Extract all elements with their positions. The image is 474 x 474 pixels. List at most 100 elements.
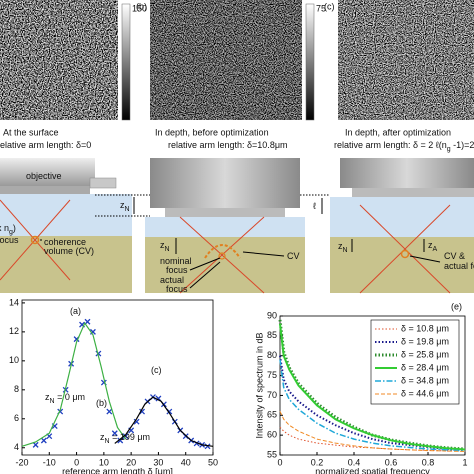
- annotation: (a): [70, 306, 81, 316]
- schematic-label-sub: A: [433, 246, 438, 253]
- schematic-label-main: focus: [0, 235, 19, 245]
- annotation: zN = 0 μm: [45, 392, 85, 404]
- coherence-volume: [400, 249, 410, 259]
- legend-label: δ = 44.6 μm: [401, 388, 449, 398]
- subcaption-post: -1)=28.4: [451, 140, 474, 150]
- schematic-label-sub: g: [9, 229, 13, 236]
- schematic-label-main: nominal: [160, 256, 192, 266]
- data-point: [117, 437, 124, 444]
- schematic-label: CV &: [444, 251, 465, 261]
- schematic-label: ℓ: [313, 201, 317, 211]
- annotation-sub: N: [50, 398, 55, 405]
- x-tick-label: 0: [277, 457, 282, 467]
- sample: [0, 236, 132, 293]
- objective-tip: [165, 208, 285, 217]
- speckle-image: [150, 0, 302, 120]
- schematic-label-post: ): [13, 223, 16, 233]
- schematic-label: zN: [160, 240, 170, 252]
- x-tick-label: 0.4: [348, 457, 361, 467]
- objective-tip: [352, 188, 474, 197]
- arrow: [409, 255, 441, 263]
- schematic-label-main: objective: [26, 171, 62, 181]
- speckle-image: [0, 0, 118, 120]
- legend-label: δ = 34.8 μm: [401, 375, 449, 385]
- y-tick-label: 55: [267, 449, 277, 459]
- schematic-label: zN: [338, 241, 348, 253]
- beam: [0, 199, 71, 281]
- objective: [0, 158, 95, 186]
- objective-tip: [0, 186, 90, 194]
- arrow: [189, 257, 221, 271]
- x-tick-label: 10: [99, 457, 109, 467]
- y-tick-label: 10: [9, 355, 19, 365]
- annotation-main: (a): [70, 306, 81, 316]
- schematic: [0, 158, 474, 294]
- subcaption: relative arm length: δ = 2 ℓ(ng -1)=28.4: [334, 140, 474, 152]
- subcaption: relative arm length: δ=0: [0, 140, 91, 150]
- colorbar-label: 150: [132, 3, 147, 13]
- annotation: zN = 199 μm: [100, 432, 150, 444]
- schematic-label-sub: N: [165, 246, 170, 253]
- y-tick-label: 75: [267, 370, 277, 380]
- series-line: [21, 321, 127, 447]
- legend-label: δ = 19.8 μm: [401, 336, 449, 346]
- schematic-label-main: volume (CV): [44, 246, 94, 256]
- schematic-label-main: coherence: [44, 237, 86, 247]
- annotation: (b): [96, 398, 107, 408]
- annotation-post: = 0 μm: [55, 392, 85, 402]
- annotation-post: = 199 μm: [110, 432, 150, 442]
- y-tick-label: 4: [14, 442, 19, 452]
- medium: [330, 197, 474, 237]
- schematic-label: focus: [166, 284, 188, 294]
- y-tick-label: 12: [9, 326, 19, 336]
- arrow: [189, 261, 221, 289]
- schematic-label: x ng): [0, 223, 16, 235]
- schematic-label-main: z: [428, 240, 433, 250]
- x-axis-label: normalized spatial frequency: [315, 466, 430, 474]
- objective: [340, 158, 474, 188]
- caption: At the surface: [3, 127, 59, 137]
- legend-label: δ = 25.8 μm: [401, 349, 449, 359]
- data-point: [204, 443, 211, 450]
- annotation-main: z: [45, 392, 50, 402]
- schematic-label-main: CV: [287, 251, 300, 261]
- legend-label: δ = 28.4 μm: [401, 362, 449, 372]
- schematic-label: actual: [160, 275, 184, 285]
- series-line: [114, 396, 214, 447]
- panel-label: (b): [136, 1, 147, 11]
- speckle-image: [338, 0, 474, 120]
- y-tick-label: 85: [267, 330, 277, 340]
- schematic-label-main: actual: [160, 275, 184, 285]
- arrow: [242, 251, 285, 257]
- beam: [179, 216, 265, 294]
- colorbar: [305, 3, 315, 121]
- annotation-main: (b): [96, 398, 107, 408]
- schematic-label: focus: [166, 265, 188, 275]
- medium: [145, 217, 305, 237]
- schematic-label: nominal: [160, 256, 192, 266]
- x-tick-label: 0.8: [422, 457, 435, 467]
- x-tick-label: 40: [181, 457, 191, 467]
- schematic-label: focus: [0, 235, 19, 245]
- annotation: (c): [151, 365, 162, 375]
- y-tick-label: 6: [14, 413, 19, 423]
- schematic-label-main: ℓ: [313, 201, 317, 211]
- caption: In depth, before optimization: [155, 127, 269, 137]
- data-point: [89, 328, 96, 335]
- panel-label: (e): [451, 301, 462, 311]
- schematic-label-main: z: [160, 240, 165, 250]
- x-tick-label: 30: [153, 457, 163, 467]
- annotation-main: (c): [151, 365, 162, 375]
- schematic-label: zA: [428, 240, 438, 252]
- subcaption-main: relative arm length: δ=10.8μm: [168, 140, 288, 150]
- schematic-label: actual focus: [444, 261, 474, 271]
- y-tick-label: 65: [267, 410, 277, 420]
- x-tick-label: 20: [126, 457, 136, 467]
- y-tick-label: 80: [267, 350, 277, 360]
- schematic-label-main: actual focus: [444, 261, 474, 271]
- annotation-sub: N: [105, 438, 110, 445]
- data-point: [106, 408, 113, 415]
- objective-ledge: [89, 177, 117, 189]
- schematic-label-main: z: [120, 200, 125, 210]
